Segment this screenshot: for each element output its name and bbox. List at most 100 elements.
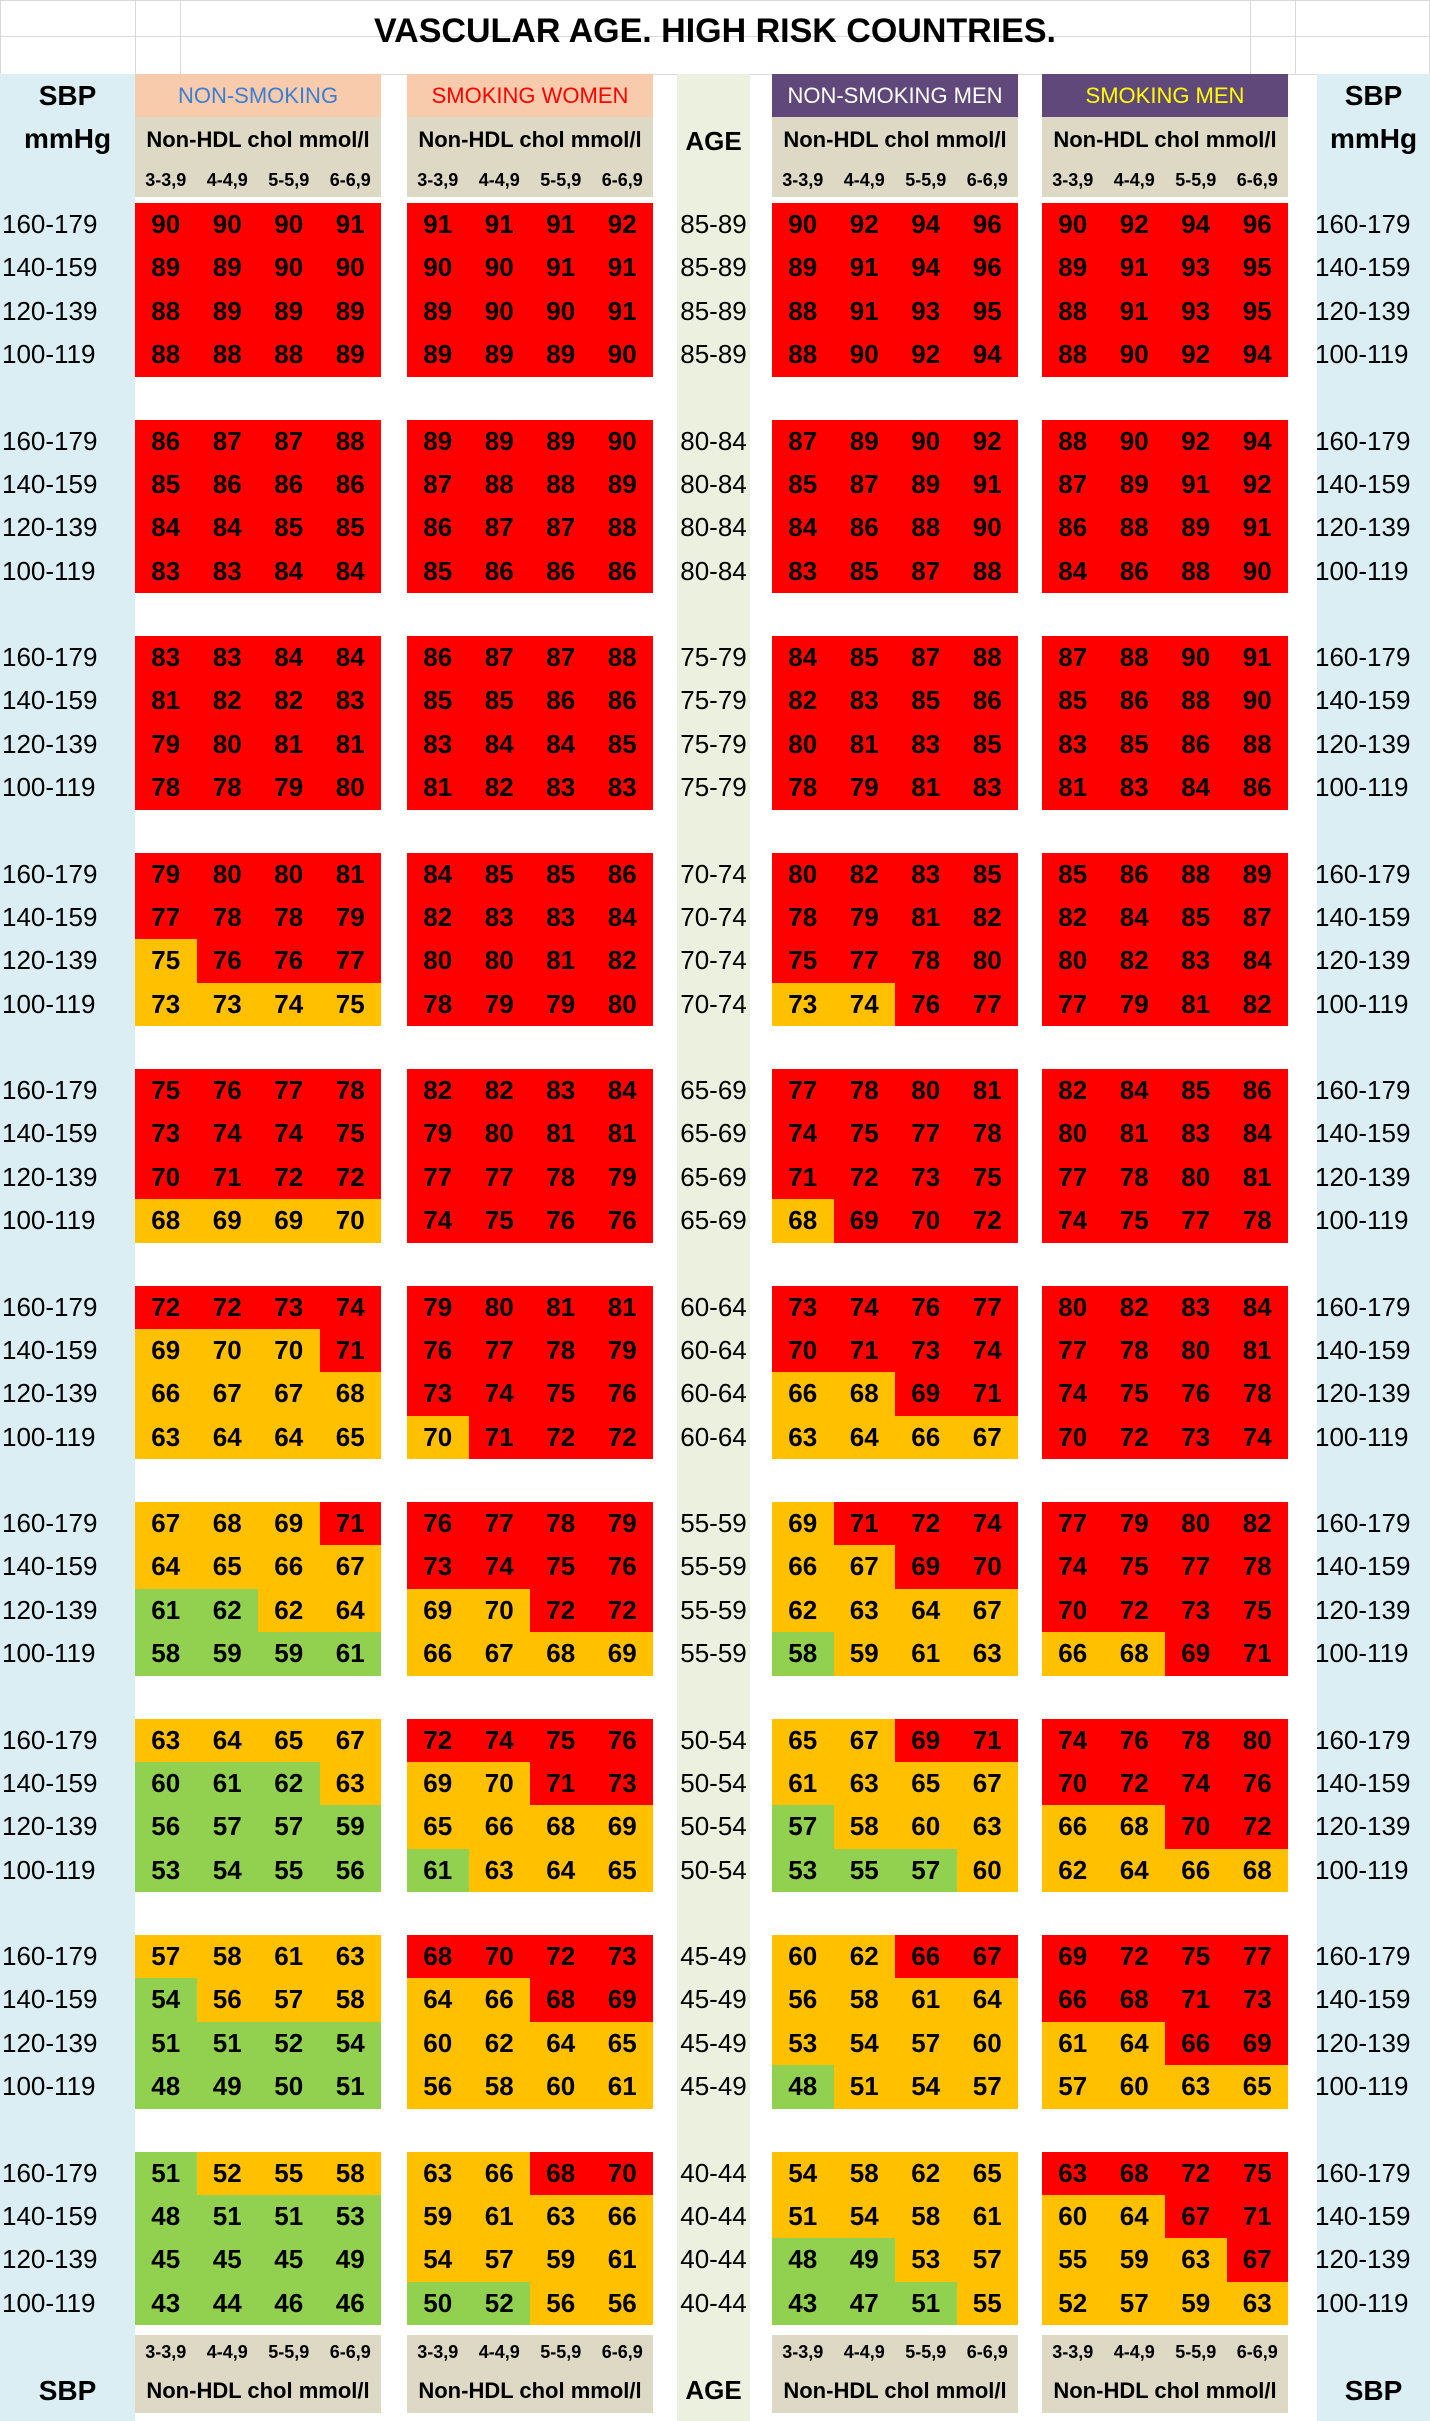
risk-cell: 64 xyxy=(1103,1848,1165,1893)
risk-cell: 85 xyxy=(468,852,530,896)
risk-cell: 73 xyxy=(895,1328,957,1373)
risk-cell: 81 xyxy=(833,722,895,767)
chol-range-bottom: 4-4,9 xyxy=(196,2335,258,2370)
sbp-label-left: 100-119 xyxy=(2,2287,96,2318)
risk-cell: 85 xyxy=(530,852,592,896)
risk-cell: 52 xyxy=(468,2281,530,2326)
risk-cell: 79 xyxy=(407,1112,469,1156)
risk-cell: 58 xyxy=(895,2194,957,2239)
risk-cell: 68 xyxy=(196,1502,258,1546)
risk-cell: 91 xyxy=(591,246,653,290)
risk-cell: 71 xyxy=(319,1328,381,1373)
risk-cell: 45 xyxy=(196,2238,258,2282)
risk-cell: 88 xyxy=(1042,419,1104,463)
risk-cell: 60 xyxy=(530,2065,592,2109)
risk-cell: 82 xyxy=(1042,895,1104,940)
risk-cell: 80 xyxy=(591,982,653,1027)
risk-cell: 51 xyxy=(319,2065,381,2109)
sbp-label-left: 100-119 xyxy=(2,988,96,1019)
risk-cell: 82 xyxy=(1042,1069,1104,1113)
risk-cell: 76 xyxy=(1103,1718,1165,1762)
risk-cell: 73 xyxy=(772,1285,834,1329)
risk-cell: 90 xyxy=(1103,419,1165,463)
risk-cell: 88 xyxy=(196,333,258,377)
risk-cell: 83 xyxy=(530,1069,592,1113)
risk-cell: 82 xyxy=(196,679,258,723)
sbp-column-right-bg xyxy=(1317,74,1430,2421)
risk-cell: 48 xyxy=(135,2065,197,2109)
risk-cell: 80 xyxy=(772,852,834,896)
chol-range-bottom: 4-4,9 xyxy=(468,2335,530,2370)
age-label: 75-79 xyxy=(680,728,747,759)
chol-range-top: 4-4,9 xyxy=(833,163,895,197)
age-label: 45-49 xyxy=(680,1984,747,2015)
risk-cell: 72 xyxy=(319,1155,381,1200)
risk-cell: 57 xyxy=(956,2065,1018,2109)
age-label: 70-74 xyxy=(680,901,747,932)
risk-cell: 92 xyxy=(1165,419,1227,463)
risk-cell: 75 xyxy=(1103,1545,1165,1589)
risk-cell: 77 xyxy=(1226,1935,1288,1979)
risk-cell: 83 xyxy=(319,679,381,723)
risk-cell: 74 xyxy=(468,1372,530,1416)
sbp-label-right: 120-139 xyxy=(1315,945,1411,976)
risk-cell: 59 xyxy=(407,2194,469,2239)
risk-cell: 76 xyxy=(196,1069,258,1113)
risk-cell: 82 xyxy=(1226,982,1288,1027)
risk-cell: 89 xyxy=(591,462,653,507)
risk-cell: 69 xyxy=(833,1199,895,1243)
risk-cell: 59 xyxy=(1103,2238,1165,2282)
risk-cell: 86 xyxy=(1103,852,1165,896)
risk-cell: 78 xyxy=(772,895,834,940)
risk-cell: 91 xyxy=(591,289,653,334)
risk-cell: 82 xyxy=(772,679,834,723)
mmhg-header-left: mmHg xyxy=(23,123,112,154)
risk-cell: 81 xyxy=(895,766,957,810)
risk-cell: 70 xyxy=(135,1155,197,1200)
sbp-label-right: 160-179 xyxy=(1315,2157,1411,2188)
risk-cell: 63 xyxy=(1165,2238,1227,2282)
risk-cell: 83 xyxy=(833,679,895,723)
risk-cell: 70 xyxy=(258,1328,320,1373)
risk-cell: 67 xyxy=(1165,2194,1227,2239)
risk-cell: 76 xyxy=(591,1199,653,1243)
chol-header-3: Non-HDL chol mmol/l xyxy=(1042,117,1288,163)
risk-cell: 59 xyxy=(530,2238,592,2282)
risk-cell: 85 xyxy=(1165,1069,1227,1113)
risk-cell: 88 xyxy=(591,506,653,550)
risk-cell: 75 xyxy=(135,939,197,983)
risk-cell: 66 xyxy=(772,1372,834,1416)
risk-cell: 65 xyxy=(258,1718,320,1762)
risk-cell: 72 xyxy=(1103,1588,1165,1633)
risk-cell: 73 xyxy=(591,1761,653,1806)
risk-cell: 84 xyxy=(1103,895,1165,940)
risk-cell: 69 xyxy=(135,1328,197,1373)
risk-cell: 75 xyxy=(319,982,381,1027)
risk-cell: 87 xyxy=(468,506,530,550)
risk-cell: 83 xyxy=(196,549,258,594)
risk-cell: 84 xyxy=(772,506,834,550)
risk-cell: 92 xyxy=(1226,462,1288,507)
risk-cell: 84 xyxy=(1226,939,1288,983)
risk-cell: 70 xyxy=(1042,1761,1104,1806)
risk-cell: 80 xyxy=(407,939,469,983)
risk-cell: 43 xyxy=(135,2281,197,2326)
risk-cell: 66 xyxy=(468,1978,530,2022)
risk-cell: 81 xyxy=(135,679,197,723)
risk-cell: 75 xyxy=(772,939,834,983)
risk-cell: 78 xyxy=(135,766,197,810)
risk-cell: 93 xyxy=(1165,289,1227,334)
risk-cell: 81 xyxy=(530,939,592,983)
risk-cell: 86 xyxy=(591,549,653,594)
chol-range-bottom: 5-5,9 xyxy=(1165,2335,1227,2370)
group-header-1: SMOKING WOMEN xyxy=(407,74,653,117)
chol-range-bottom: 3-3,9 xyxy=(135,2335,197,2370)
risk-cell: 71 xyxy=(1226,1632,1288,1676)
risk-cell: 92 xyxy=(833,203,895,247)
group-header-2: NON-SMOKING MEN xyxy=(772,74,1018,117)
risk-cell: 66 xyxy=(895,1935,957,1979)
risk-cell: 74 xyxy=(468,1545,530,1589)
risk-cell: 89 xyxy=(530,419,592,463)
risk-cell: 67 xyxy=(258,1372,320,1416)
